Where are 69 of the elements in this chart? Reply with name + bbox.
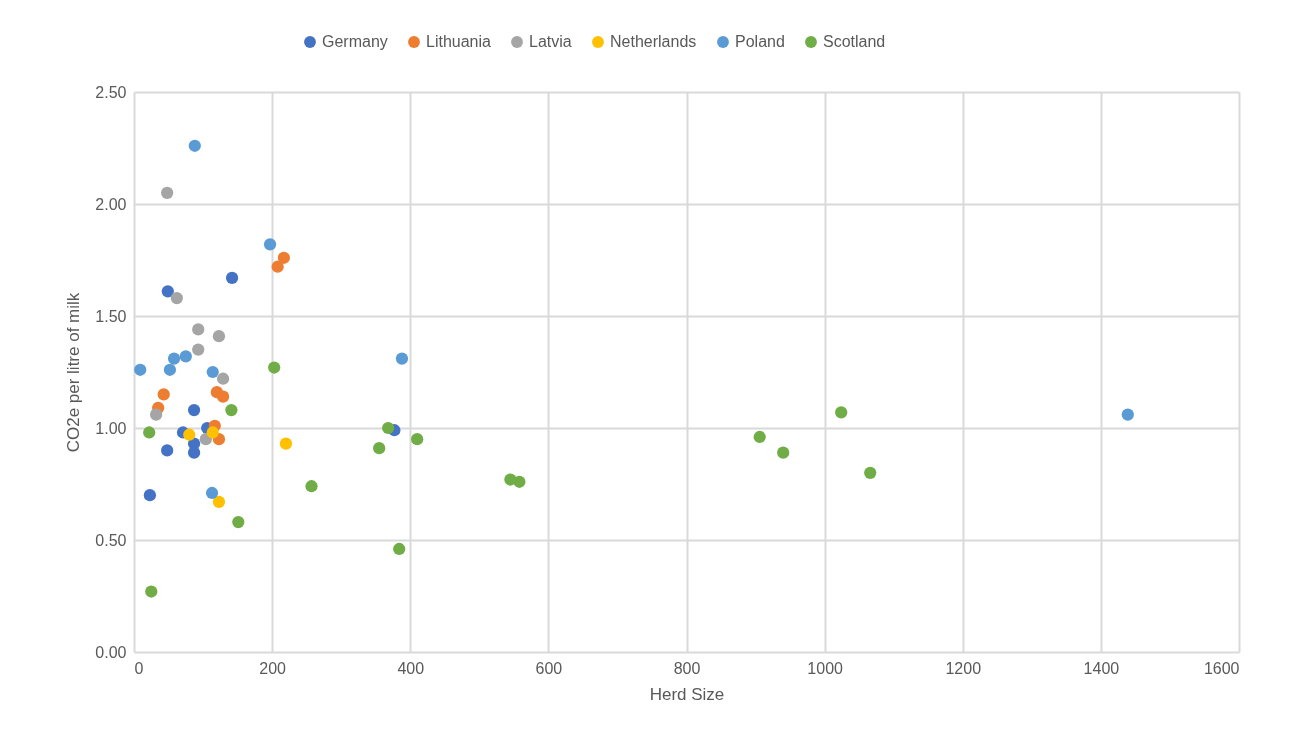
point [192,323,205,336]
point [187,403,201,417]
point [161,444,174,457]
x-tick-label: 1600 [1203,659,1240,677]
point [513,475,526,488]
point [753,430,766,444]
x-tick-label: 0 [134,659,144,677]
y-tick-label: 0.50 [95,531,127,549]
x-tick-label: 200 [259,659,287,677]
point [170,291,183,305]
x-tick-label: 400 [397,659,425,677]
point [192,343,205,356]
point [163,363,177,376]
y-tick-label: 2.50 [95,83,127,101]
x-tick-label: 1200 [945,659,982,677]
point [373,442,386,455]
point [167,352,181,365]
point [395,352,409,365]
point [212,330,226,343]
point [305,480,318,493]
point [134,363,147,376]
y-tick-label: 1.50 [95,307,127,325]
legend-label: Poland [735,33,785,50]
point [232,515,245,529]
legend-label: Lithuania [426,33,492,50]
point [835,406,848,419]
point [205,486,219,500]
y-tick-label: 1.00 [95,419,127,437]
legend-label: Netherlands [610,33,697,50]
x-tick-label: 600 [535,659,563,677]
y-axis-title: CO2e per litre of milk [64,292,84,453]
point [143,489,157,502]
point [216,372,230,385]
point [179,350,192,363]
point [212,495,226,509]
legend-label: Scotland [823,33,886,50]
point [225,271,239,285]
y-tick-label: 0.00 [95,643,127,661]
point [393,542,406,556]
point [161,186,174,199]
point [188,139,201,152]
point [206,365,219,379]
point [263,238,277,251]
point [145,585,158,598]
point [777,446,790,459]
point [1121,408,1134,421]
point [279,437,293,450]
point [149,408,163,421]
point [411,433,424,446]
x-tick-label: 1000 [807,659,844,677]
point [157,388,170,401]
point [382,421,395,435]
legend-label: Latvia [529,33,572,50]
point [183,428,196,441]
point [864,466,877,479]
point [206,426,219,439]
point [161,285,174,298]
point [277,251,290,264]
point [143,426,156,439]
point [271,260,284,273]
y-tick-label: 2.00 [95,195,127,213]
point [225,403,238,417]
x-axis-title: Herd Size [649,684,725,704]
x-tick-label: 1400 [1083,659,1120,677]
x-tick-label: 800 [673,659,701,677]
point [216,390,230,403]
legend-label: Germany [322,33,388,50]
point [268,361,281,374]
point [187,446,201,459]
